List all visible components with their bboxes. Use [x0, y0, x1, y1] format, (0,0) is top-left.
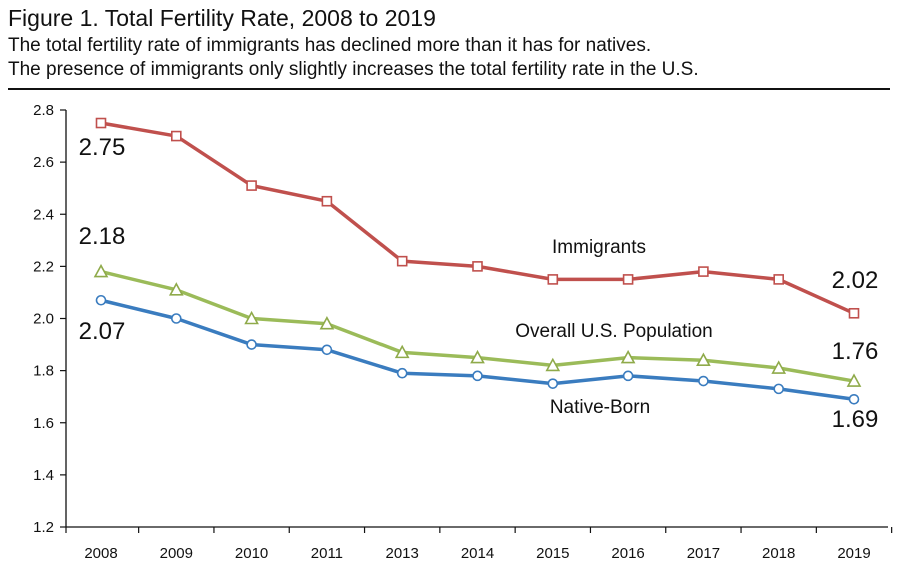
x-tick-label: 2014: [461, 545, 494, 562]
data-point-circle: [622, 370, 634, 382]
series-line-immigrants: [100, 121, 855, 315]
y-tick-label: 2.4: [33, 206, 54, 223]
x-tick-label: 2017: [687, 545, 720, 562]
y-tick-label: 2.2: [33, 258, 54, 275]
data-point-triangle: [696, 352, 711, 367]
x-tick-label: 2016: [611, 545, 644, 562]
data-point-circle: [848, 393, 860, 405]
series-label-overall-u-s-population: Overall U.S. Population: [515, 321, 713, 342]
x-tick-label: 2009: [160, 545, 193, 562]
data-point-triangle: [93, 263, 109, 278]
y-tick-label: 1.2: [33, 519, 54, 536]
data-point-circle: [773, 383, 785, 395]
data-label-end: 1.76: [832, 338, 879, 365]
data-point-circle: [547, 378, 559, 389]
y-tick-label: 1.6: [33, 415, 54, 432]
y-tick-label: 2.0: [33, 311, 54, 328]
data-point-square: [246, 180, 257, 191]
x-tick-label: 2008: [84, 545, 117, 562]
chart-subtitle-line-1: The total fertility rate of immigrants h…: [8, 35, 652, 56]
series-label-native-born: Native-Born: [550, 397, 650, 418]
data-point-triangle: [545, 357, 561, 372]
data-point-circle: [396, 367, 408, 379]
series-line-native-born: [100, 298, 855, 402]
data-point-triangle: [168, 282, 184, 296]
data-point-triangle: [470, 349, 485, 364]
data-point-square: [698, 266, 709, 277]
data-point-triangle: [394, 344, 410, 359]
series-label-immigrants: Immigrants: [552, 237, 646, 258]
header-divider: [8, 88, 890, 90]
data-point-square: [472, 261, 483, 272]
data-point-square: [171, 130, 182, 142]
series-line-overall-u-s-population: [100, 269, 855, 383]
data-point-triangle: [319, 316, 335, 330]
data-point-square: [547, 274, 559, 285]
y-tick-label: 2.6: [33, 154, 54, 171]
data-label-start: 2.07: [79, 318, 126, 345]
data-label-end: 2.02: [832, 267, 879, 294]
data-point-square: [396, 255, 408, 267]
x-tick-label: 2019: [837, 545, 870, 562]
data-point-square: [321, 195, 333, 207]
data-point-circle: [698, 375, 709, 387]
data-label-end: 1.69: [832, 406, 879, 433]
data-point-triangle: [771, 360, 787, 374]
data-point-circle: [472, 370, 483, 382]
data-point-triangle: [620, 349, 636, 364]
y-tick-label: 2.8: [33, 102, 54, 119]
data-point-square: [622, 274, 634, 285]
data-point-circle: [321, 344, 333, 356]
chart-subtitle-line-2: The presence of immigrants only slightly…: [8, 59, 699, 80]
chart-title: Figure 1. Total Fertility Rate, 2008 to …: [8, 5, 436, 31]
data-point-square: [95, 117, 107, 129]
data-point-square: [773, 274, 785, 285]
data-label-start: 2.75: [79, 134, 126, 161]
x-tick-label: 2010: [235, 545, 268, 562]
data-point-square: [848, 307, 860, 319]
y-tick-label: 1.8: [33, 363, 54, 380]
data-point-triangle: [244, 310, 259, 325]
x-tick-label: 2015: [536, 545, 569, 562]
data-point-circle: [246, 339, 257, 350]
data-point-triangle: [846, 373, 862, 387]
data-point-circle: [95, 294, 107, 306]
data-point-circle: [171, 313, 182, 324]
x-tick-label: 2011: [311, 545, 343, 562]
data-label-start: 2.18: [79, 223, 126, 250]
y-tick-label: 1.4: [33, 467, 54, 484]
x-tick-label: 2013: [386, 545, 419, 562]
x-tick-label: 2018: [762, 545, 795, 562]
